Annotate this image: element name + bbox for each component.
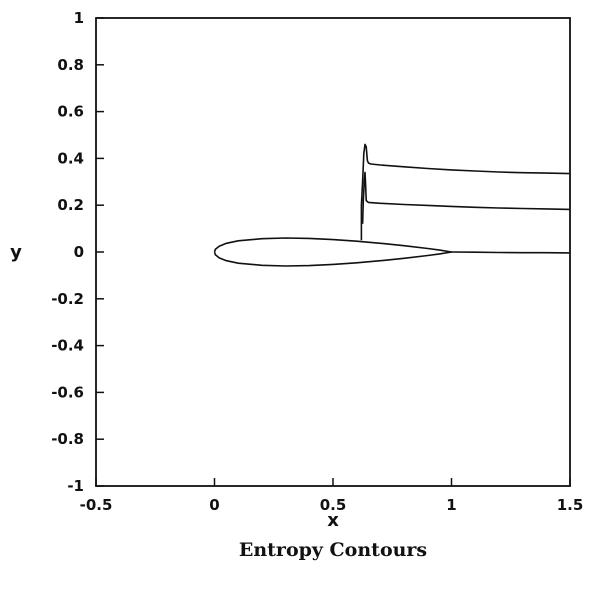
tick-labels: -0.5 0 0.5 1 1.5 1 0.8 0.6 0.4 0.2 0 -0.2 -0.4 -0.6 -0…: [51, 9, 583, 514]
y-tick-label: 0.6: [57, 103, 84, 121]
contour-line: [361, 171, 571, 224]
y-tick-label: -0.6: [51, 383, 84, 401]
x-axis-label: x: [327, 510, 339, 531]
y-tick-label: -0.4: [51, 337, 84, 355]
y-tick-label: 1: [74, 9, 84, 27]
contour-lines: [213, 143, 571, 267]
y-tick-label: 0.8: [57, 56, 84, 74]
y-tick-label: 0: [74, 243, 84, 261]
y-tick-label: -0.2: [51, 290, 84, 308]
y-tick-label: -1: [67, 477, 84, 495]
chart-title: Entropy Contours: [239, 539, 427, 561]
y-axis-label: y: [10, 242, 22, 263]
tick-marks: [95, 17, 571, 487]
y-tick-label: 0.2: [57, 196, 84, 214]
contour-line: [360, 143, 571, 241]
x-tick-label: 1: [446, 496, 456, 514]
y-tick-label: 0.4: [57, 149, 84, 167]
x-tick-label: -0.5: [80, 496, 113, 514]
x-tick-label: 0.5: [320, 496, 347, 514]
x-tick-label: 1.5: [557, 496, 584, 514]
contour-line: [451, 251, 571, 254]
x-tick-label: 0: [209, 496, 219, 514]
contour-line: [213, 237, 453, 267]
y-tick-label: -0.8: [51, 430, 84, 448]
